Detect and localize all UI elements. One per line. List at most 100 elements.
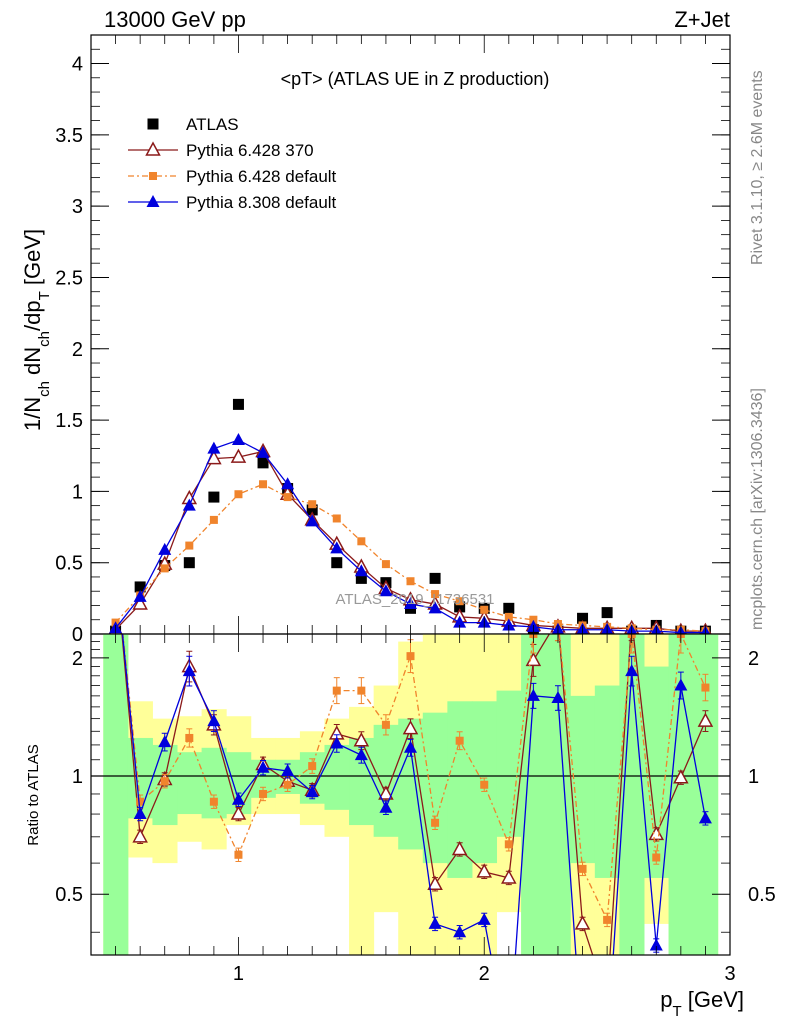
- ratio-point: [578, 864, 587, 873]
- ratio-point: [402, 720, 419, 735]
- ratio-point: [603, 915, 612, 924]
- data-point: [209, 515, 218, 524]
- data-point: [406, 577, 415, 586]
- data-point: [232, 398, 244, 410]
- ratio-point: [357, 686, 366, 695]
- ratio-point: [526, 688, 540, 701]
- ratio-point: [601, 992, 614, 1004]
- legend-marker: [145, 141, 161, 156]
- ratio-y-tick-label-right: 2: [748, 648, 759, 670]
- data-point: [330, 541, 344, 554]
- data-point: [480, 605, 489, 614]
- y-tick-label: 0.5: [55, 553, 83, 575]
- legend-marker: [149, 172, 157, 180]
- header-process-label: Z+Jet: [674, 7, 730, 32]
- ratio-point: [381, 720, 390, 729]
- ratio-point: [305, 785, 319, 798]
- ratio-point: [697, 712, 714, 727]
- header-energy-label: 13000 GeV pp: [104, 7, 246, 32]
- ratio-point: [379, 800, 393, 813]
- data-point: [529, 615, 538, 624]
- green-uncertainty-band: [103, 634, 719, 955]
- ratio-y-tick-label: 1: [72, 766, 83, 788]
- ratio-point: [406, 652, 415, 661]
- y-tick-label: 0: [72, 624, 83, 646]
- ratio-point: [428, 916, 442, 929]
- data-point: [208, 491, 220, 503]
- ratio-point: [330, 736, 344, 749]
- ratio-point: [231, 792, 245, 805]
- x-tick-label: 1: [233, 963, 244, 985]
- ratio-point: [451, 840, 468, 856]
- mcplots-label: mcplots.cern.ch [arXiv:1306.3436]: [749, 388, 766, 630]
- ratio-y-axis-label: Ratio to ATLAS: [25, 744, 42, 845]
- ratio-y-tick-label-right: 0.5: [748, 884, 776, 906]
- data-point: [429, 572, 441, 584]
- ratio-point: [185, 733, 194, 742]
- ratio-point: [353, 732, 370, 747]
- ratio-point: [160, 777, 169, 786]
- ratio-point: [234, 850, 243, 859]
- ratio-point: [649, 938, 663, 951]
- ratio-point: [476, 863, 492, 878]
- ratio-point: [404, 740, 417, 753]
- legend-entry: Pythia 6.428 default: [186, 167, 337, 186]
- ratio-point: [259, 789, 268, 798]
- ratio-point: [136, 797, 145, 806]
- rivet-version-label: Rivet 3.1.10, ≥ 2.6M events: [749, 70, 766, 265]
- data-point: [357, 537, 366, 546]
- ratio-point: [477, 912, 491, 925]
- data-point: [281, 477, 295, 490]
- ratio-point: [453, 925, 467, 938]
- ratio-point: [574, 915, 591, 930]
- data-point: [577, 612, 589, 624]
- band-segment: [324, 744, 350, 810]
- band-segment: [545, 634, 571, 955]
- data-point: [231, 433, 245, 446]
- band-segment: [521, 634, 547, 955]
- ratio-point: [308, 762, 317, 771]
- legend-entry: Pythia 6.428 370: [186, 141, 314, 160]
- data-point: [504, 612, 513, 621]
- ratio-point: [652, 853, 661, 862]
- ratio-y-tick-label-right: 1: [748, 766, 759, 788]
- x-axis-label: pT [GeV]: [660, 987, 744, 1020]
- ratio-point: [132, 828, 148, 843]
- ratio-y-tick-label: 2: [72, 648, 83, 670]
- legend-marker: [147, 118, 159, 130]
- ratio-point: [551, 691, 565, 704]
- legend-entry: ATLAS: [186, 115, 239, 134]
- data-point: [158, 542, 172, 555]
- data-point: [259, 480, 268, 489]
- ratio-point: [427, 875, 443, 891]
- data-point: [207, 441, 221, 454]
- data-point: [183, 557, 195, 569]
- ratio-y-tick-label: 0.5: [55, 884, 83, 906]
- ratio-point: [455, 736, 464, 745]
- ratio-point: [256, 760, 270, 773]
- ratio-point: [332, 686, 341, 695]
- ratio-point: [698, 811, 712, 824]
- data-point: [133, 589, 147, 602]
- data-point: [332, 514, 341, 523]
- y-tick-label: 3: [72, 196, 83, 218]
- band-segment: [594, 685, 620, 878]
- ratio-point: [354, 748, 368, 761]
- data-point: [305, 514, 319, 527]
- y-tick-label: 3.5: [55, 125, 83, 147]
- y-tick-label: 4: [72, 54, 83, 76]
- data-point: [132, 595, 148, 610]
- ratio-point: [133, 807, 147, 820]
- data-point: [355, 572, 367, 584]
- data-point: [306, 504, 318, 516]
- ratio-point: [504, 840, 513, 849]
- y-tick-label: 1: [72, 481, 83, 503]
- data-point: [354, 564, 368, 577]
- ratio-plot-panel: 0.5 0.5 1 1 2 2 1 2 3 Ratio to ATLAS pT [GeV]: [25, 555, 776, 1020]
- ratio-point: [109, 555, 122, 567]
- ratio-point: [209, 797, 218, 806]
- ratio-point: [480, 780, 489, 789]
- ratio-point: [207, 714, 221, 727]
- data-point: [283, 493, 292, 502]
